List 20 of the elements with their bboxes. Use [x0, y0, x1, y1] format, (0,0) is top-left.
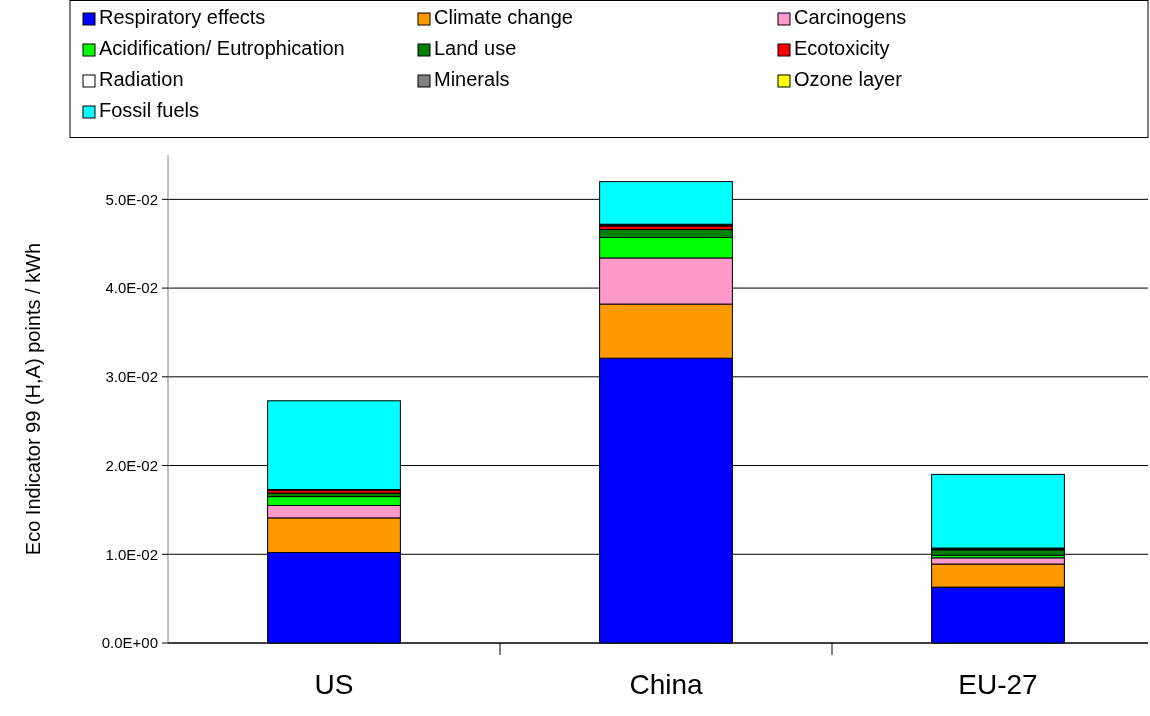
y-tick-label: 0.0E+00 — [101, 634, 158, 652]
legend-label: Ecotoxicity — [794, 37, 890, 59]
legend-label: Respiratory effects — [99, 6, 266, 28]
legend-label: Climate change — [434, 6, 573, 28]
legend-label: Radiation — [99, 68, 184, 90]
x-tick-label: China — [629, 669, 703, 700]
x-tick-label: US — [314, 669, 354, 700]
y-axis-title: Eco Indicator 99 (H,A) points / kWh — [22, 242, 44, 556]
legend-label: Minerals — [434, 68, 510, 90]
y-tick-label: 2.0E-02 — [105, 456, 158, 474]
x-tick-label: EU-27 — [958, 669, 1038, 700]
y-tick-label: 4.0E-02 — [105, 279, 158, 297]
legend-label: Land use — [434, 37, 517, 59]
legend-label: Fossil fuels — [99, 99, 200, 121]
legend-label: Carcinogens — [794, 6, 907, 28]
y-tick-label: 1.0E-02 — [105, 545, 158, 563]
y-tick-label: 5.0E-02 — [105, 190, 158, 208]
legend-label: Ozone layer — [794, 68, 903, 90]
legend-label: Acidification/ Eutrophication — [99, 37, 345, 59]
y-tick-label: 3.0E-02 — [105, 368, 158, 386]
